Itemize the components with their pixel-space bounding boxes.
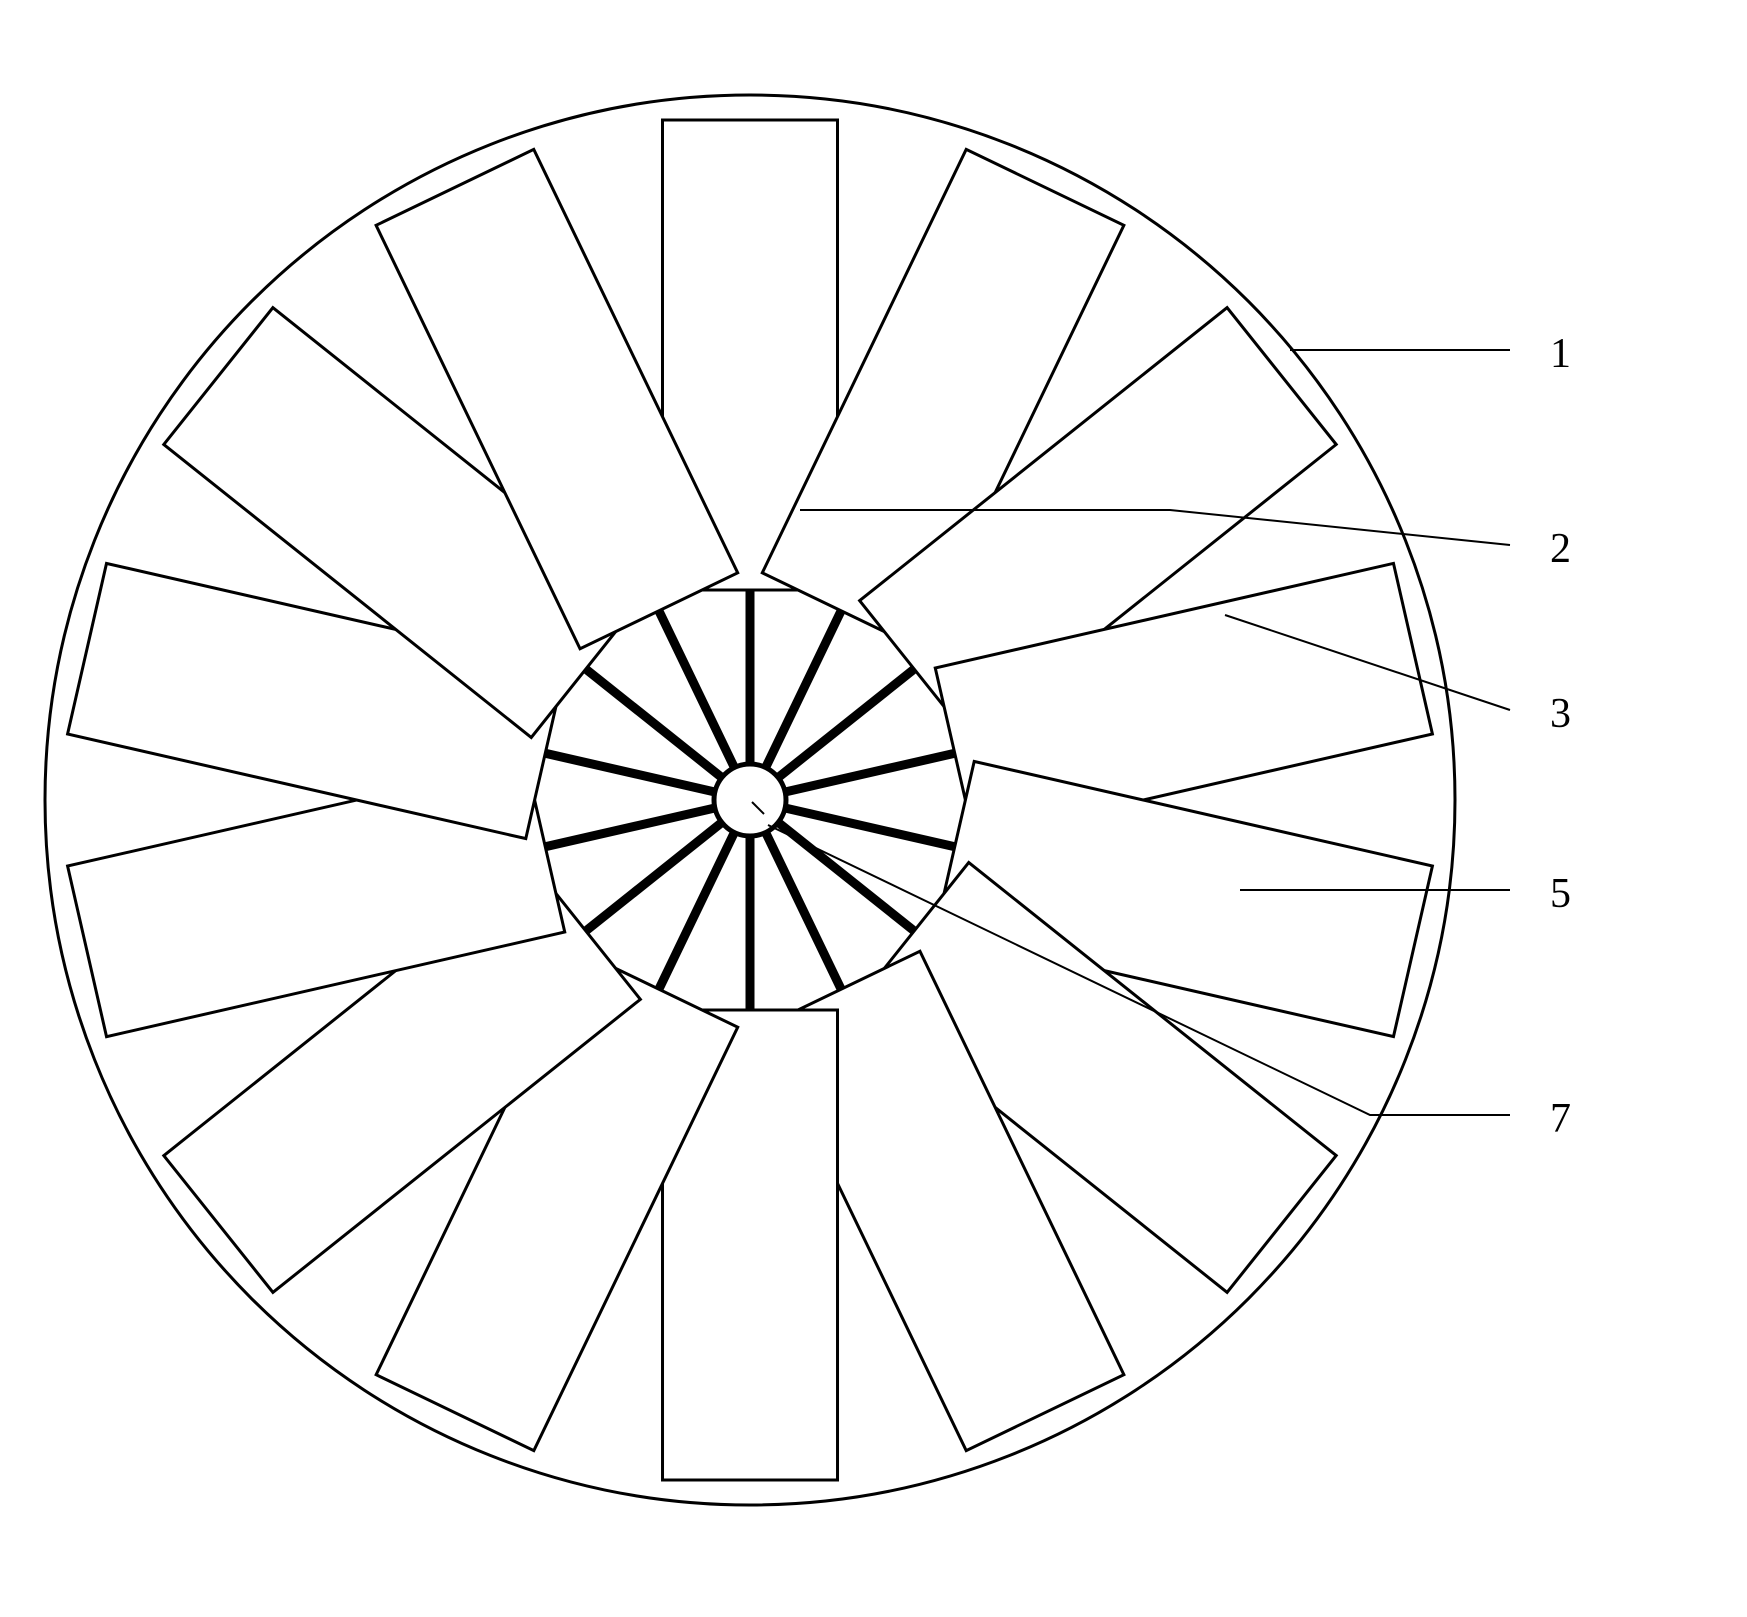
- callout-label: 3: [1550, 691, 1571, 737]
- callout-label: 1: [1550, 331, 1571, 377]
- center-circle: [714, 764, 786, 836]
- diagram-container: 1 2 3 5 7: [40, 40, 1640, 1540]
- callout-label: 7: [1550, 1096, 1571, 1142]
- callout-label: 2: [1550, 526, 1571, 572]
- technical-diagram: 1 2 3 5 7: [40, 40, 1640, 1540]
- callout-label: 5: [1550, 871, 1571, 917]
